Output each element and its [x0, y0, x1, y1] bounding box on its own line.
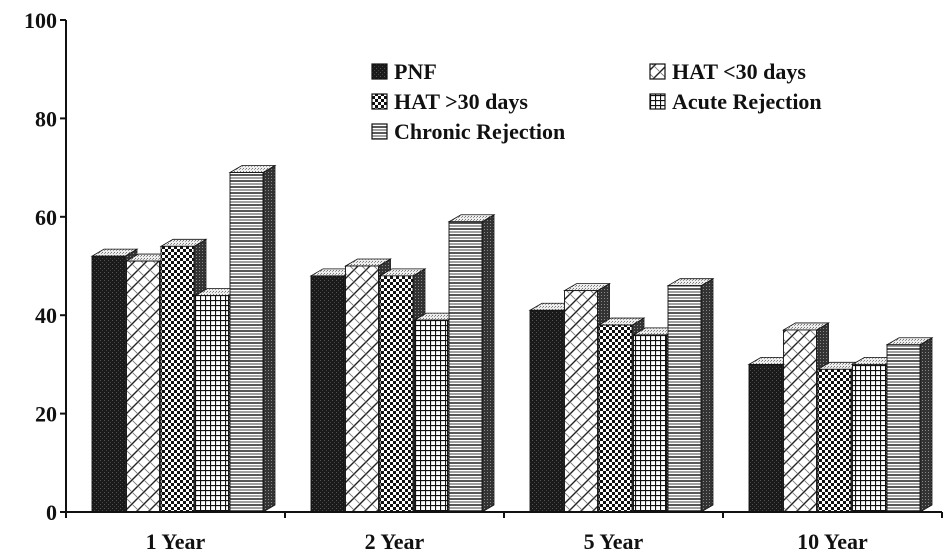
bar-front: [748, 363, 783, 513]
bar-front: [414, 319, 448, 513]
legend-label: PNF: [394, 59, 437, 84]
y-tick-label: 0: [46, 500, 57, 525]
bar-front: [817, 368, 852, 513]
bar-front: [633, 334, 667, 513]
bar-front: [345, 265, 379, 513]
bar-side: [481, 214, 495, 513]
bar-front: [160, 245, 195, 513]
bar-front: [667, 285, 702, 513]
bar-front: [310, 275, 345, 513]
x-tick-label: 2 Year: [365, 529, 425, 554]
x-axis-ticks: 1 Year 2 Year 5 Year 10 Year: [65, 512, 943, 554]
x-tick-label: 10 Year: [797, 529, 868, 554]
bar-front: [126, 260, 160, 513]
legend-swatch: [649, 93, 666, 110]
bar: [666, 277, 715, 513]
bar-side: [262, 164, 276, 513]
y-axis-ticks: 0 20 40 60 80 100: [24, 8, 66, 525]
bar-front: [91, 255, 126, 513]
bar-front: [195, 295, 229, 513]
legend-label: Acute Rejection: [672, 89, 822, 114]
legend-item: Acute Rejection: [649, 89, 822, 114]
bar-side: [700, 277, 714, 513]
y-tick-label: 80: [35, 106, 57, 131]
bar-front: [886, 344, 921, 513]
legend-label: Chronic Rejection: [394, 119, 565, 144]
y-tick-label: 40: [35, 303, 57, 328]
legend-item: PNF: [371, 59, 437, 84]
bar-front: [783, 329, 817, 513]
legend: PNF HAT <30 days HAT >30 days Acute Rejecti…: [371, 59, 822, 144]
bar: [885, 337, 934, 513]
legend-swatch: [371, 123, 388, 140]
legend-swatch: [649, 63, 666, 80]
bar-front: [448, 221, 483, 513]
bar-front: [564, 290, 598, 513]
bar-group: [747, 322, 934, 513]
legend-item: HAT >30 days: [371, 89, 528, 114]
x-tick-label: 5 Year: [584, 529, 644, 554]
legend-swatch: [371, 93, 388, 110]
bar-front: [598, 324, 633, 513]
bar-group: [528, 277, 715, 513]
bar-front: [529, 309, 564, 513]
legend-label: HAT <30 days: [672, 59, 806, 84]
legend-swatch: [371, 63, 388, 80]
bar: [228, 164, 277, 513]
legend-item: Chronic Rejection: [371, 119, 565, 144]
bar-group: [90, 164, 277, 513]
bar-side: [919, 337, 933, 513]
bar-front: [229, 172, 264, 513]
legend-item: HAT <30 days: [649, 59, 806, 84]
y-tick-label: 60: [35, 205, 57, 230]
y-tick-label: 100: [24, 8, 57, 33]
bar-group: [309, 214, 496, 513]
axes: 0 20 40 60 80 100 1 Year 2 Year 5 Year 10 Year: [24, 8, 943, 554]
y-tick-label: 20: [35, 402, 57, 427]
legend-label: HAT >30 days: [394, 89, 528, 114]
bar-front: [852, 363, 886, 513]
bar-front: [379, 275, 414, 513]
x-tick-label: 1 Year: [146, 529, 206, 554]
bar: [747, 356, 796, 513]
bars-layer: [90, 164, 934, 513]
bar: [447, 214, 496, 513]
